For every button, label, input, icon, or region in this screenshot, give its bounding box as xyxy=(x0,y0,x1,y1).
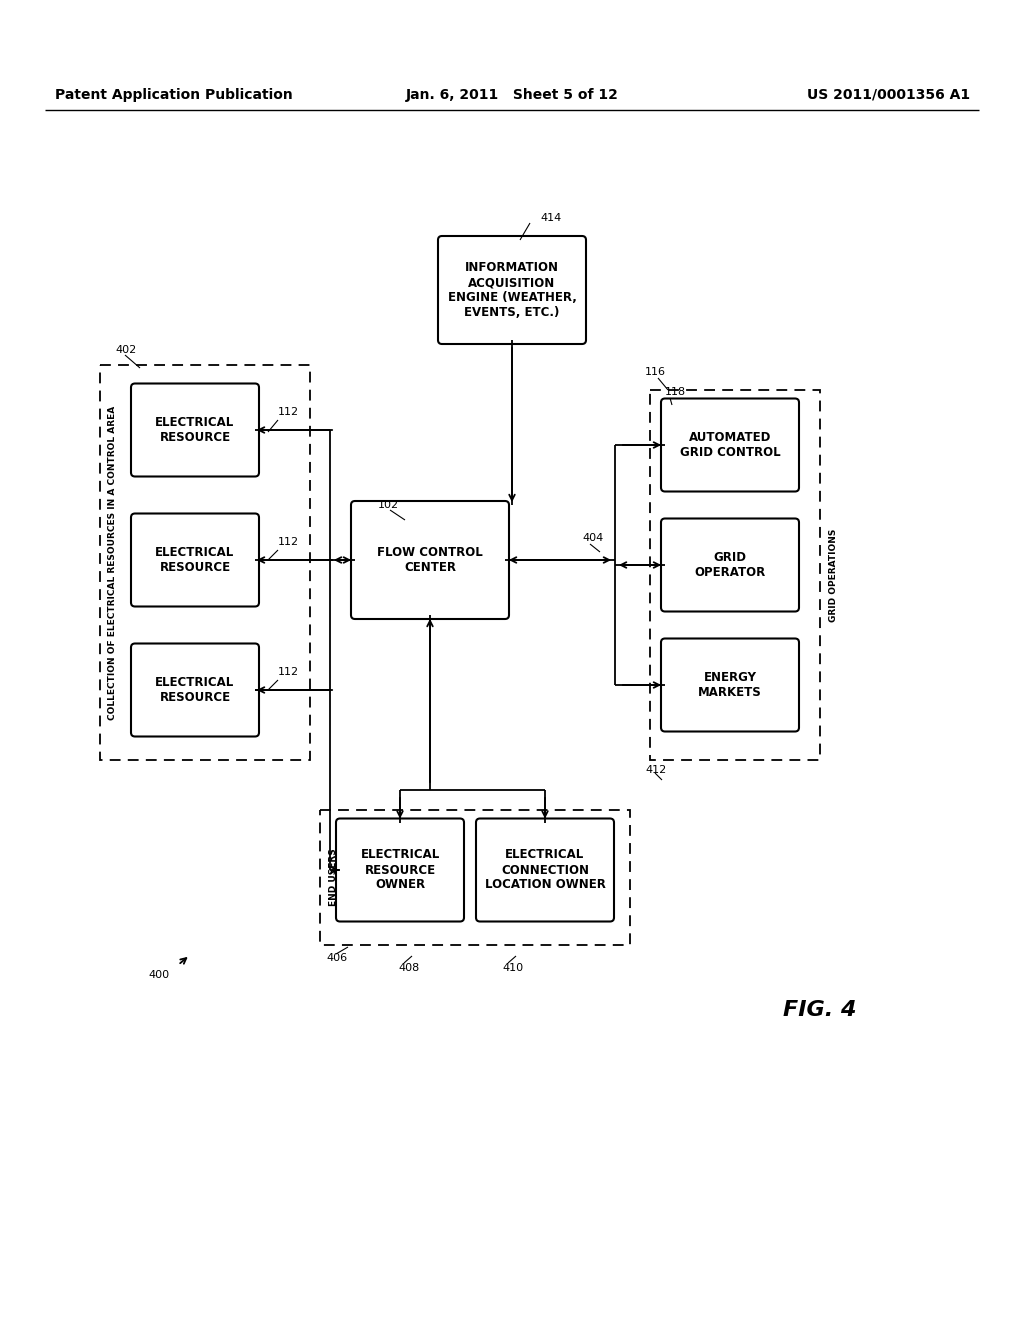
Text: ELECTRICAL
RESOURCE: ELECTRICAL RESOURCE xyxy=(156,416,234,444)
FancyBboxPatch shape xyxy=(662,639,799,731)
Text: AUTOMATED
GRID CONTROL: AUTOMATED GRID CONTROL xyxy=(680,432,780,459)
Text: 408: 408 xyxy=(398,964,419,973)
Text: COLLECTION OF ELECTRICAL RESOURCES IN A CONTROL AREA: COLLECTION OF ELECTRICAL RESOURCES IN A … xyxy=(109,405,118,719)
Text: ELECTRICAL
RESOURCE: ELECTRICAL RESOURCE xyxy=(156,676,234,704)
Text: 404: 404 xyxy=(582,533,603,543)
FancyBboxPatch shape xyxy=(131,384,259,477)
Text: 414: 414 xyxy=(540,213,561,223)
Text: END USERS: END USERS xyxy=(329,849,338,907)
Text: US 2011/0001356 A1: US 2011/0001356 A1 xyxy=(807,88,970,102)
FancyBboxPatch shape xyxy=(662,399,799,491)
Text: 112: 112 xyxy=(278,667,299,677)
FancyBboxPatch shape xyxy=(662,519,799,611)
FancyBboxPatch shape xyxy=(476,818,614,921)
FancyBboxPatch shape xyxy=(131,513,259,606)
Text: ELECTRICAL
CONNECTION
LOCATION OWNER: ELECTRICAL CONNECTION LOCATION OWNER xyxy=(484,849,605,891)
Text: 400: 400 xyxy=(148,970,169,979)
FancyBboxPatch shape xyxy=(131,644,259,737)
Text: Jan. 6, 2011   Sheet 5 of 12: Jan. 6, 2011 Sheet 5 of 12 xyxy=(406,88,618,102)
Text: INFORMATION
ACQUISITION
ENGINE (WEATHER,
EVENTS, ETC.): INFORMATION ACQUISITION ENGINE (WEATHER,… xyxy=(447,261,577,319)
FancyBboxPatch shape xyxy=(438,236,586,345)
Text: FLOW CONTROL
CENTER: FLOW CONTROL CENTER xyxy=(377,546,483,574)
Bar xyxy=(100,366,310,760)
Text: 102: 102 xyxy=(378,500,399,510)
Text: 412: 412 xyxy=(645,766,667,775)
Text: 112: 112 xyxy=(278,407,299,417)
Text: ELECTRICAL
RESOURCE: ELECTRICAL RESOURCE xyxy=(156,546,234,574)
Text: 406: 406 xyxy=(326,953,347,964)
Text: Patent Application Publication: Patent Application Publication xyxy=(55,88,293,102)
Text: 116: 116 xyxy=(645,367,666,378)
Text: GRID
OPERATOR: GRID OPERATOR xyxy=(694,550,766,579)
Text: ENERGY
MARKETS: ENERGY MARKETS xyxy=(698,671,762,700)
Bar xyxy=(319,810,630,945)
Bar xyxy=(650,389,820,760)
Text: 118: 118 xyxy=(665,387,686,397)
Text: 402: 402 xyxy=(115,345,136,355)
Text: GRID OPERATIONS: GRID OPERATIONS xyxy=(828,528,838,622)
FancyBboxPatch shape xyxy=(336,818,464,921)
Text: ELECTRICAL
RESOURCE
OWNER: ELECTRICAL RESOURCE OWNER xyxy=(360,849,439,891)
Text: 410: 410 xyxy=(502,964,523,973)
FancyBboxPatch shape xyxy=(351,502,509,619)
Text: FIG. 4: FIG. 4 xyxy=(783,1001,857,1020)
Text: 112: 112 xyxy=(278,537,299,546)
